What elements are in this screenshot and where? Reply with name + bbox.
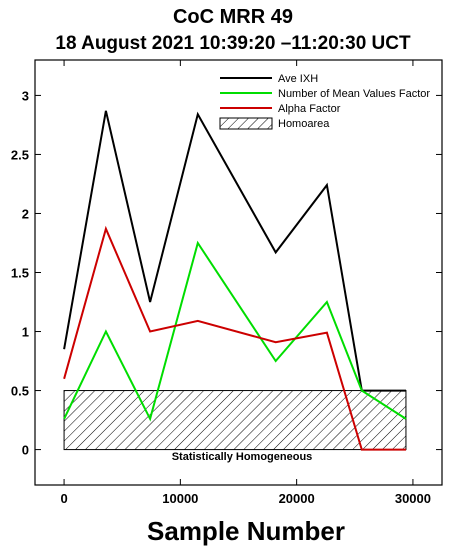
x-tick-label: 10000 [162,491,198,506]
y-tick-label: 1.5 [11,266,29,281]
y-tick-label: 2 [22,206,29,221]
chart-subtitle: 18 August 2021 10:39:20 –11:20:30 UCT [55,33,411,54]
homoarea-region [63,390,407,451]
x-tick-label: 30000 [395,491,431,506]
legend-label-number-of-mean-values-factor: Number of Mean Values Factor [278,88,430,100]
legend-label-ave-ixh: Ave IXH [278,73,318,85]
x-axis-label: Sample Number [147,516,345,546]
legend: Ave IXH Number of Mean Values Factor Alp… [219,73,430,130]
y-tick-label: 2.5 [11,147,29,162]
y-tick-label: 0 [22,443,29,458]
series-line-number-of-mean-values-factor [63,240,407,422]
y-tick-label: 0.5 [11,384,29,399]
chart-title: CoC MRR 49 [173,6,293,28]
legend-label-alpha-factor: Alpha Factor [278,103,341,115]
annotation-statistically-homogeneous: Statistically Homogeneous [172,451,313,463]
legend-swatch-homoarea [219,117,273,130]
legend-label-homoarea: Homoarea [278,118,330,130]
y-tick-label: 1 [22,325,29,340]
y-tick-label: 3 [22,88,29,103]
series-line-alpha-factor [63,225,406,451]
x-tick-label: 20000 [279,491,315,506]
x-tick-label: 0 [60,491,67,506]
series-line-ave-ixh [63,110,406,392]
